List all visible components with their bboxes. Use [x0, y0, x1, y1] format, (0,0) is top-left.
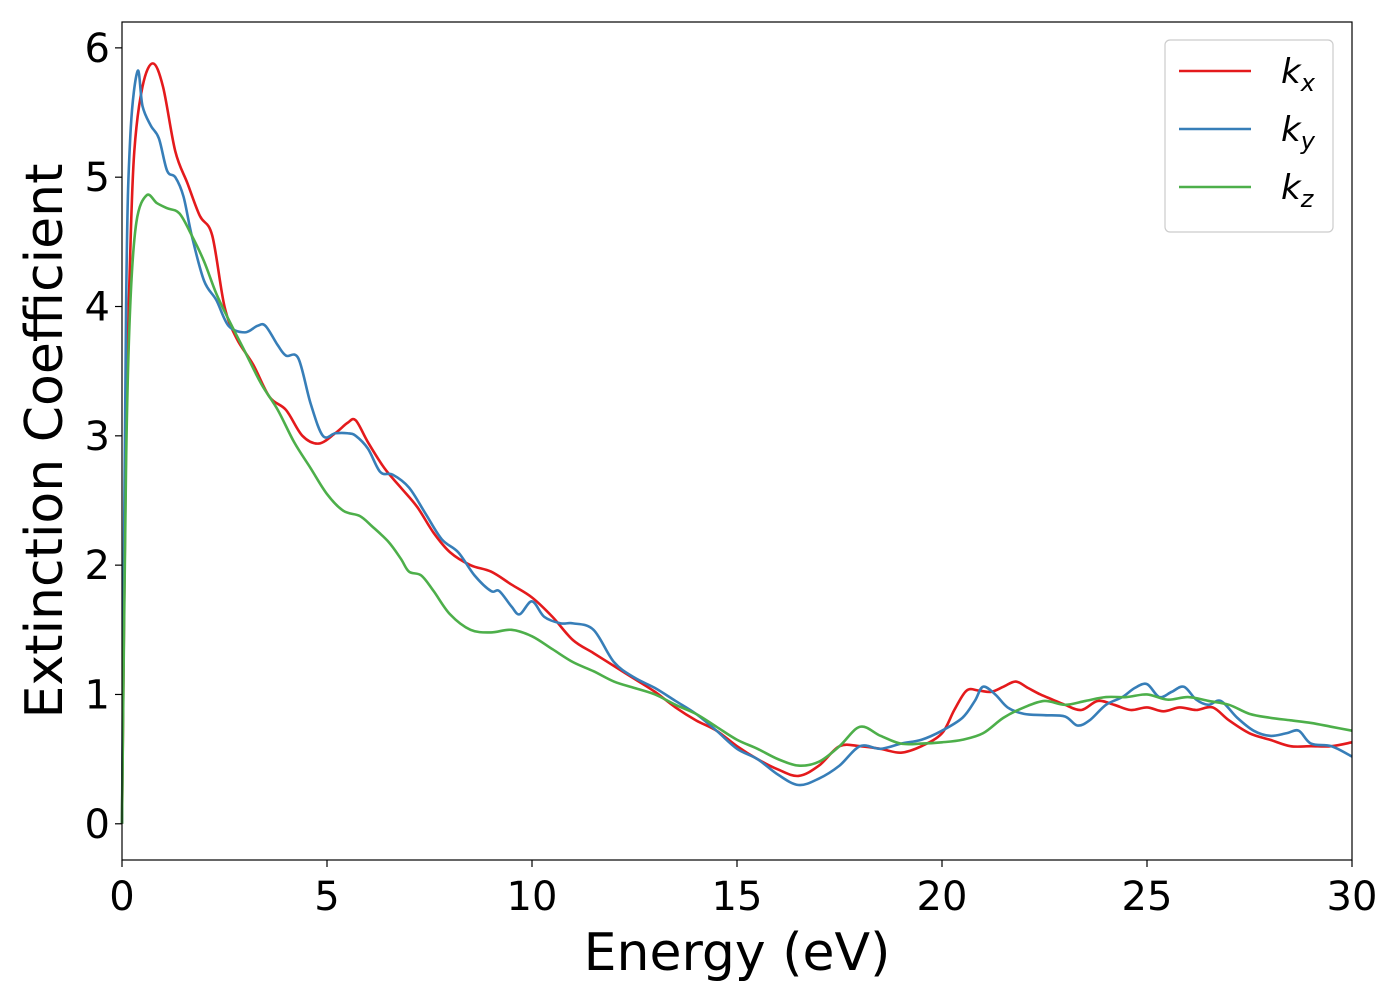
series-line-kz: [120, 193, 1353, 824]
x-tick-label: 30: [1327, 874, 1378, 920]
x-axis-ticks: 0 5 10 15 20 25 30: [109, 860, 1377, 920]
legend-box: [1164, 39, 1334, 233]
legend: kx ky kz: [1164, 39, 1334, 233]
x-tick-label: 0: [109, 874, 134, 920]
series-layer: [120, 62, 1353, 824]
y-tick-label: 1: [85, 672, 110, 718]
y-axis-ticks: 0 1 2 3 4 5 6: [85, 26, 122, 848]
y-tick-label: 6: [85, 26, 110, 72]
y-tick-label: 2: [85, 543, 110, 589]
legend-label-ky: ky: [1281, 110, 1316, 155]
x-tick-label: 5: [314, 874, 339, 920]
legend-label-kz: kz: [1281, 168, 1315, 213]
y-tick-label: 4: [85, 285, 110, 331]
series-line-kx: [120, 62, 1353, 824]
x-tick-label: 10: [507, 874, 558, 920]
x-axis-label: Energy (eV): [584, 923, 891, 983]
y-tick-label: 3: [85, 414, 110, 460]
x-tick-label: 20: [917, 874, 968, 920]
x-tick-label: 15: [712, 874, 763, 920]
y-tick-label: 5: [85, 155, 110, 201]
y-axis-label: Extinction Coefficient: [15, 164, 75, 719]
legend-label-kx: kx: [1281, 52, 1316, 97]
x-tick-label: 25: [1122, 874, 1173, 920]
y-tick-label: 0: [85, 802, 110, 848]
series-line-ky: [120, 69, 1353, 824]
